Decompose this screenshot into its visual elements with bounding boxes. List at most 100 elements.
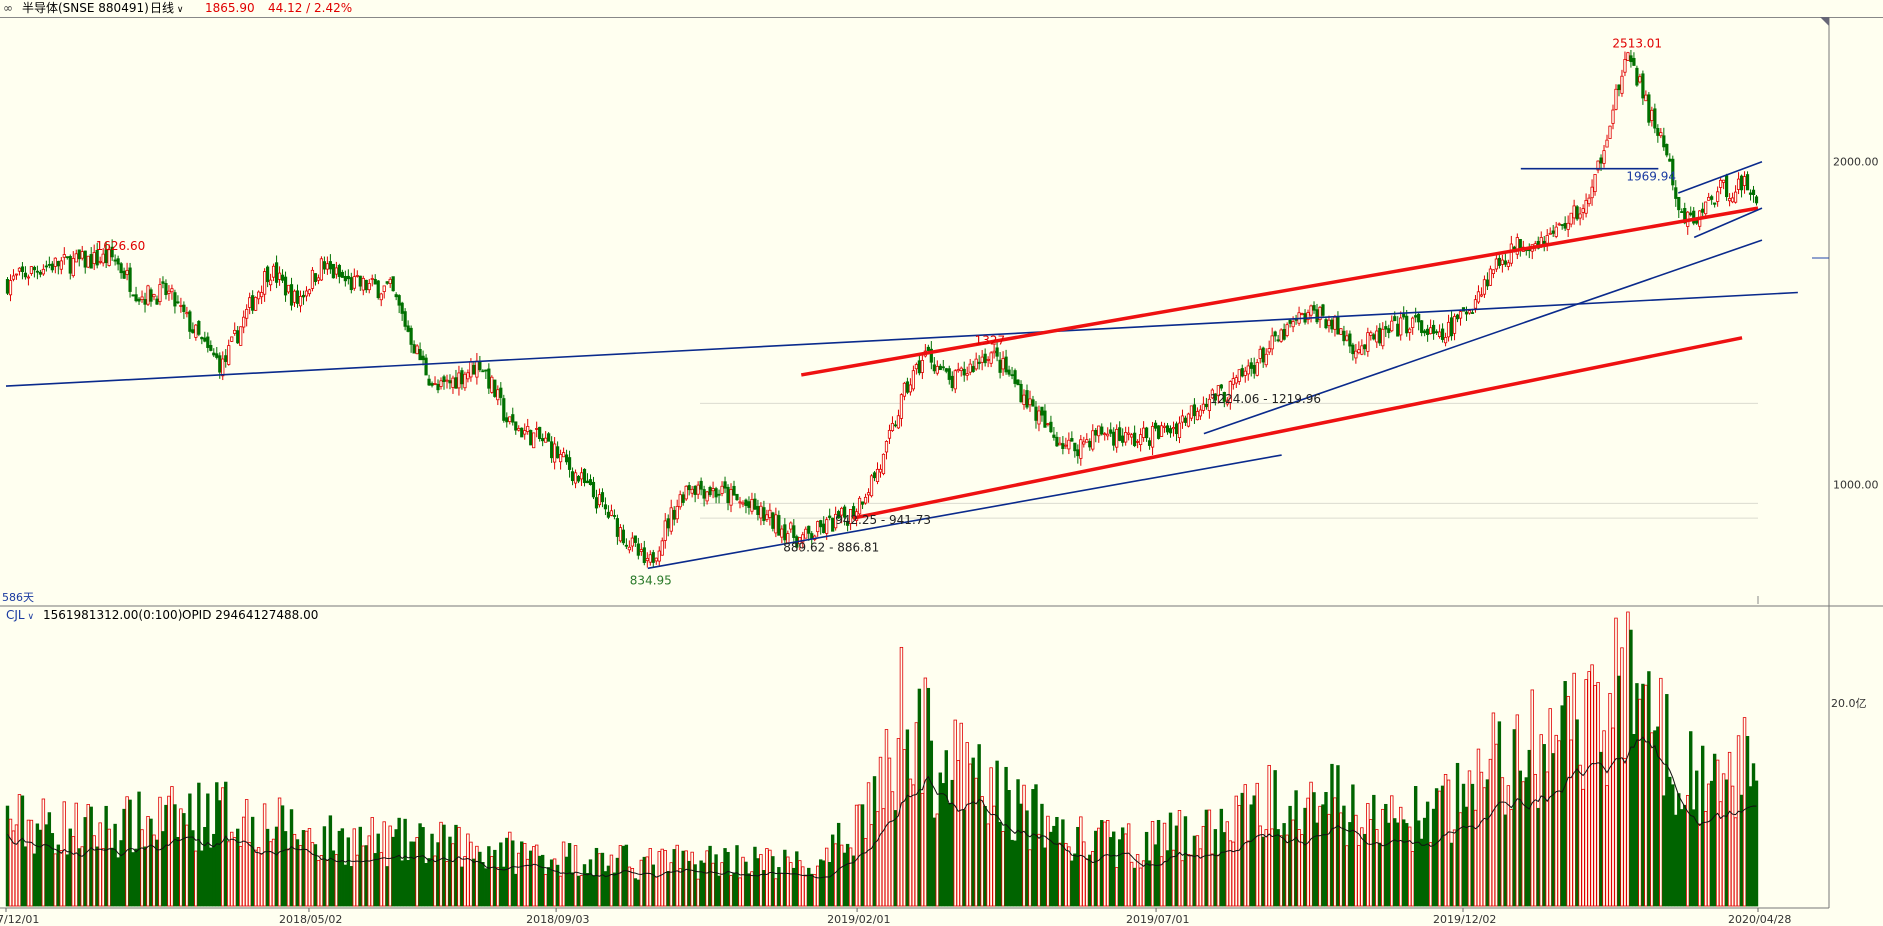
volume-bar [1733,817,1738,907]
candle-body [606,511,611,518]
volume-bar [804,875,808,907]
volume-bar [738,877,742,907]
candle-body [86,255,90,268]
candle-body [666,518,670,529]
candle-body [487,368,491,389]
candle-body [29,266,34,274]
candle-body [1342,330,1346,342]
candle-body [1028,398,1032,406]
frames [0,17,1883,909]
volume-bar [1189,854,1194,907]
volume-bar [965,742,969,907]
volume-bar [107,828,111,907]
candle-body [1094,429,1098,436]
period-selector[interactable]: 日线 ∨ [150,0,183,18]
candle-body [358,275,362,287]
volume-bar [1126,823,1131,907]
volume-bar [1321,804,1325,907]
candle-body [609,510,614,516]
candle-body [559,453,563,463]
candle-body [1751,189,1756,196]
candle-body [1491,269,1496,274]
volume-bar [821,860,826,907]
volume-bar [1700,745,1705,907]
volume-bar [654,876,658,907]
candle-body [541,438,545,442]
date-tick-label: 2019/02/01 [827,913,890,926]
candle-body [896,415,901,429]
volume-bar [529,850,533,907]
volume-bar [1276,829,1280,907]
date-tick-label: 2019/07/01 [1126,913,1189,926]
volume-bar [594,847,599,907]
volume-bar [1070,860,1074,907]
candle-body [406,325,410,332]
volume-bar [642,856,647,907]
candle-body [364,279,368,291]
volume-bar [1461,783,1466,907]
sync-icon[interactable]: ∞ [3,1,13,15]
candle-body [286,284,291,293]
candle-body [191,329,195,334]
volume-bar [1689,731,1693,907]
candle-body [301,294,306,298]
candle-body [1722,179,1726,183]
volume-bar [998,821,1002,907]
candle-body [280,274,285,281]
candle-body [185,312,189,315]
candle-body [1228,381,1232,403]
volume-bar [1677,793,1681,907]
volume-bar [1348,822,1352,907]
volume-bar [221,787,225,907]
candle-body [768,509,772,518]
volume-bar [675,844,679,907]
indicator-selector[interactable]: CJL ∨ [6,607,34,625]
candle-body [1025,390,1029,408]
candle-body [681,494,685,503]
volume-bar [1351,784,1355,907]
volume-bar [1052,825,1056,907]
candle-body [218,355,222,373]
volume-bar [1195,835,1200,907]
candle-body [1354,350,1358,359]
candle-body [92,252,96,264]
volume-bar [1599,751,1603,907]
volume-bar [1207,809,1212,907]
volume-bar [1665,694,1669,907]
candle-body [872,472,877,479]
volume-bar [884,729,889,907]
volume-bar [1590,664,1594,907]
candle-body [1668,158,1672,162]
candle-body [1446,321,1451,338]
volume-bar [1428,842,1433,907]
volume-bar [517,852,521,907]
candle-body [77,249,81,260]
volume-bar [1040,803,1044,907]
candle-body [1318,306,1322,321]
candle-body [570,471,575,482]
volume-bar [1464,806,1469,907]
volume-bar [1647,671,1651,907]
volume-bar [1518,770,1523,907]
volume-bar [771,856,775,907]
volume-bar [59,850,64,907]
volume-bar [104,805,108,907]
volume-bar [490,856,494,907]
candle-body [1581,208,1585,213]
candle-body [699,480,703,490]
volume-bar [1031,789,1035,907]
volume-bar [1372,794,1376,907]
volume-bar [1100,820,1104,907]
trend-lines[interactable] [5,160,1798,570]
candle-body [313,273,318,282]
volume-bar [950,779,954,907]
candle-body [1683,207,1687,224]
volume-bar [38,829,43,907]
candle-body [561,452,566,458]
candle-body [490,376,494,393]
candle-body [1602,150,1606,164]
volume-bar [32,853,37,907]
volume-bar [1144,831,1149,907]
candle-body [47,264,51,266]
